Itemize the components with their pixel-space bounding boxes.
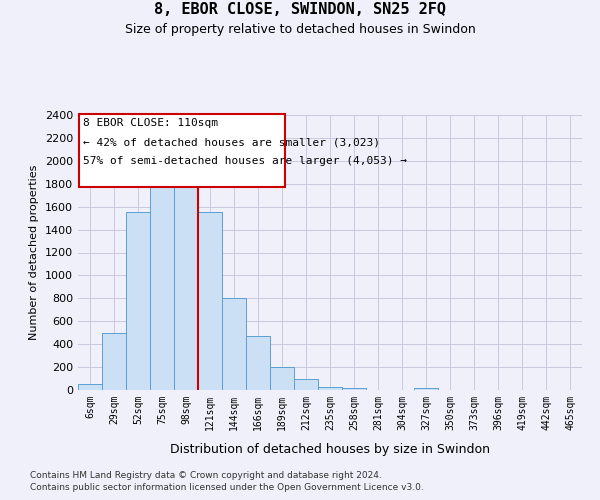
Bar	[102, 332, 126, 390]
Bar	[246, 336, 270, 390]
Bar	[198, 212, 222, 390]
Bar	[78, 384, 102, 390]
Bar	[342, 388, 366, 390]
Bar	[414, 388, 438, 390]
Text: Size of property relative to detached houses in Swindon: Size of property relative to detached ho…	[125, 22, 475, 36]
Bar	[150, 166, 174, 390]
Bar	[126, 212, 150, 390]
Text: 8 EBOR CLOSE: 110sqm: 8 EBOR CLOSE: 110sqm	[83, 118, 218, 128]
Text: 8, EBOR CLOSE, SWINDON, SN25 2FQ: 8, EBOR CLOSE, SWINDON, SN25 2FQ	[154, 2, 446, 18]
Bar	[174, 166, 198, 390]
Bar	[222, 298, 246, 390]
Y-axis label: Number of detached properties: Number of detached properties	[29, 165, 40, 340]
Text: Contains HM Land Registry data © Crown copyright and database right 2024.: Contains HM Land Registry data © Crown c…	[30, 471, 382, 480]
Bar	[270, 367, 294, 390]
Bar	[318, 386, 342, 390]
Text: 57% of semi-detached houses are larger (4,053) →: 57% of semi-detached houses are larger (…	[83, 156, 407, 166]
Bar	[294, 378, 318, 390]
Text: ← 42% of detached houses are smaller (3,023): ← 42% of detached houses are smaller (3,…	[83, 138, 380, 147]
Text: Contains public sector information licensed under the Open Government Licence v3: Contains public sector information licen…	[30, 484, 424, 492]
Text: Distribution of detached houses by size in Swindon: Distribution of detached houses by size …	[170, 442, 490, 456]
